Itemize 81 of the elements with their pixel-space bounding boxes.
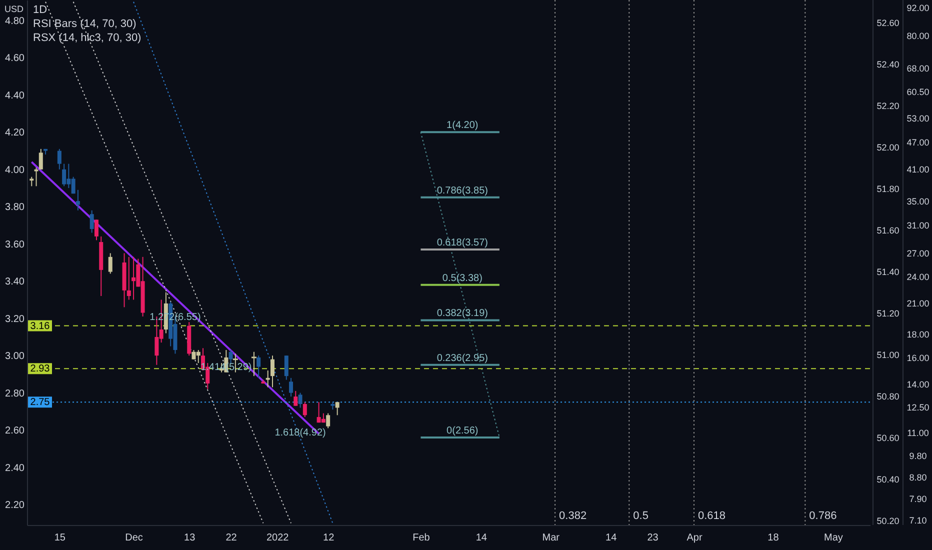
ref-line-label: 0.382 — [559, 510, 587, 522]
x-tick-label: 12 — [323, 532, 335, 544]
y3-tick-label: 11.00 — [907, 428, 929, 438]
y2-tick-label: 51.20 — [876, 308, 900, 318]
ref-line-label: 2.75 — [30, 397, 50, 408]
y3-tick-label: 80.00 — [906, 31, 930, 42]
y2-tick-label: 51.60 — [876, 225, 900, 236]
ref-line-label: 0.618 — [698, 510, 726, 522]
y-tick-label: 2.40 — [5, 462, 25, 474]
annotation: 1(4.20) — [446, 120, 478, 132]
y3-tick-label: 16.00 — [906, 352, 930, 363]
y3-tick-label: 7.10 — [909, 515, 927, 526]
y2-tick-label: 52.40 — [876, 59, 900, 70]
annotation: 0.5(3.38) — [442, 272, 482, 284]
y2-tick-label: 52.20 — [876, 100, 900, 111]
y3-tick-label: 31.00 — [906, 220, 930, 231]
chart-title: 1D — [33, 4, 48, 16]
annotation: 0.786(3.85) — [436, 185, 488, 196]
y3-tick-label: 7.90 — [909, 494, 927, 504]
y-tick-label: 3.20 — [5, 314, 25, 325]
y3-tick-label: 8.80 — [909, 472, 927, 483]
annotation: 0.236(2.95) — [436, 352, 488, 364]
x-tick-label: 18 — [768, 532, 780, 544]
x-tick-label: Apr — [686, 532, 703, 544]
annotation: RSI Bars (14, 70, 30) — [33, 18, 136, 30]
y2-tick-label: 51.40 — [876, 266, 900, 277]
annotation: 0.382(3.19) — [436, 308, 488, 320]
x-tick-label: 14 — [476, 532, 488, 544]
y-tick-label: 4.20 — [5, 128, 25, 139]
x-tick-label: 23 — [647, 532, 659, 544]
y2-tick-label: 51.80 — [876, 184, 900, 194]
y-tick-label: 2.80 — [5, 388, 25, 400]
y2-tick-label: 50.60 — [876, 432, 900, 443]
y3-tick-label: 47.00 — [906, 137, 930, 148]
ref-line-label: 0.786 — [809, 510, 837, 522]
y3-tick-label: 53.00 — [906, 113, 930, 124]
y3-tick-label: 68.00 — [906, 64, 930, 74]
y2-tick-label: 50.40 — [876, 474, 900, 484]
annotation: 0(2.56) — [446, 426, 478, 436]
ref-line-label: 2.93 — [30, 364, 50, 375]
x-tick-label: May — [824, 532, 843, 544]
y-tick-label: 4.00 — [5, 164, 25, 176]
y2-tick-label: 51.00 — [876, 350, 900, 360]
x-tick-label: 22 — [226, 532, 238, 544]
x-tick-label: 13 — [184, 532, 196, 544]
y-tick-label: 3.80 — [5, 202, 25, 214]
ref-line-label: 0.5 — [633, 510, 648, 522]
y3-tick-label: 60.50 — [906, 86, 930, 97]
annotation: 0.618(3.57) — [436, 237, 488, 248]
y2-tick-label: 52.00 — [876, 142, 900, 152]
y2-tick-label: 50.20 — [876, 516, 900, 526]
x-tick-label: Mar — [542, 532, 560, 544]
y-tick-label: 2.20 — [5, 500, 25, 512]
x-tick-label: 14 — [606, 532, 618, 544]
y-tick-label: 4.40 — [5, 90, 25, 102]
y-tick-label: 3.60 — [5, 239, 25, 250]
y3-tick-label: 35.00 — [906, 196, 930, 206]
y3-tick-label: 12.50 — [906, 402, 930, 412]
y2-tick-label: 52.60 — [876, 18, 900, 28]
y-tick-label: 3.40 — [5, 276, 25, 288]
y3-tick-label: 27.00 — [906, 248, 930, 258]
ref-line-label: 3.16 — [30, 320, 50, 332]
y-axis-title: USD — [4, 4, 24, 14]
y3-tick-label: 14.00 — [906, 380, 930, 390]
x-tick-label: 2022 — [266, 532, 290, 544]
x-tick-label: Feb — [412, 532, 430, 544]
y3-tick-label: 92.00 — [906, 3, 930, 14]
annotation: 1.618(4.92) — [274, 427, 326, 438]
y3-tick-label: 9.80 — [909, 450, 927, 461]
y-tick-label: 2.60 — [5, 426, 25, 437]
annotation: RSX (14, hlc3, 70, 30) — [33, 32, 142, 44]
y2-tick-label: 50.80 — [876, 391, 900, 402]
y-tick-label: 4.60 — [5, 53, 25, 64]
y-tick-label: 3.00 — [5, 351, 25, 362]
x-tick-label: Dec — [125, 532, 143, 544]
y3-tick-label: 41.00 — [906, 164, 930, 175]
y-tick-label: 4.80 — [5, 16, 25, 27]
x-tick-label: 15 — [54, 532, 66, 544]
y3-tick-label: 21.00 — [906, 298, 930, 309]
y3-tick-label: 24.00 — [906, 272, 930, 282]
y3-tick-label: 18.00 — [906, 329, 930, 340]
